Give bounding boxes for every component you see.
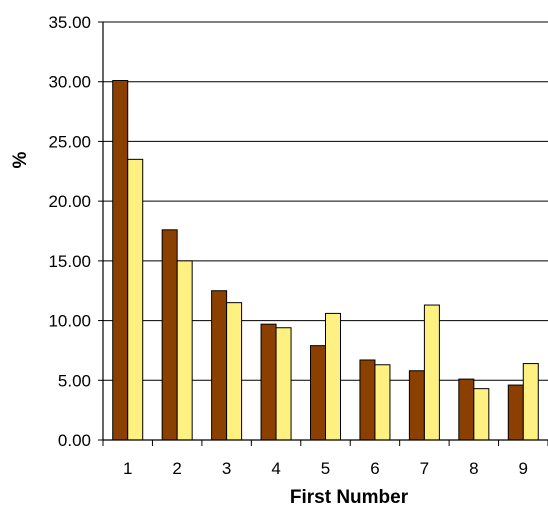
bar-series-2-cat-8: [473, 388, 490, 441]
x-tick-label: 6: [370, 459, 379, 478]
y-tick-label: 15.00: [48, 252, 91, 271]
bar-series-1-cat-2: [161, 229, 178, 441]
bar-series-1-cat-8: [458, 378, 475, 441]
bar-series-1-cat-9: [507, 384, 524, 441]
x-tick-label: 5: [321, 459, 330, 478]
x-tick-label: 1: [123, 459, 132, 478]
x-tick-label: 8: [469, 459, 478, 478]
bar-series-2-cat-2: [176, 260, 193, 441]
x-axis-title: First Number: [290, 487, 409, 508]
y-tick-label: 35.00: [48, 13, 91, 32]
y-tick-label: 20.00: [48, 192, 91, 211]
bar-series-1-cat-6: [359, 359, 376, 441]
y-tick-label: 0.00: [58, 431, 91, 450]
bar-series-2-cat-3: [226, 302, 243, 441]
bar-series-2-cat-1: [127, 158, 144, 441]
x-tick-label: 7: [420, 459, 429, 478]
axes: [102, 22, 548, 441]
bar-series-2-cat-4: [275, 327, 292, 441]
y-tick-label: 10.00: [48, 312, 91, 331]
bar-series-2-cat-9: [522, 363, 539, 441]
bar-series-1-cat-7: [408, 370, 425, 441]
bars: [112, 80, 539, 441]
x-axis-ticks: 1 2 3 4 5 6 7 8 9: [102, 440, 548, 478]
bar-series-1-cat-4: [260, 323, 277, 441]
y-tick-label: 30.00: [48, 73, 91, 92]
x-tick-label: 4: [271, 459, 280, 478]
x-tick-label: 3: [222, 459, 231, 478]
bar-series-1-cat-3: [211, 290, 228, 441]
bar-series-1-cat-5: [310, 345, 326, 441]
y-axis-ticks: 0.00 5.00 10.00 15.00 20.00 25.00 30.00 35.00: [48, 13, 103, 450]
bar-series-2-cat-6: [374, 364, 391, 441]
y-tick-label: 5.00: [58, 371, 91, 390]
x-tick-label: 2: [172, 459, 181, 478]
bar-series-2-cat-7: [423, 304, 440, 441]
y-axis-title: %: [10, 151, 31, 168]
x-tick-label: 9: [519, 459, 528, 478]
y-tick-label: 25.00: [48, 132, 91, 151]
bar-series-2-cat-5: [325, 312, 341, 441]
bar-series-1-cat-1: [112, 80, 129, 441]
